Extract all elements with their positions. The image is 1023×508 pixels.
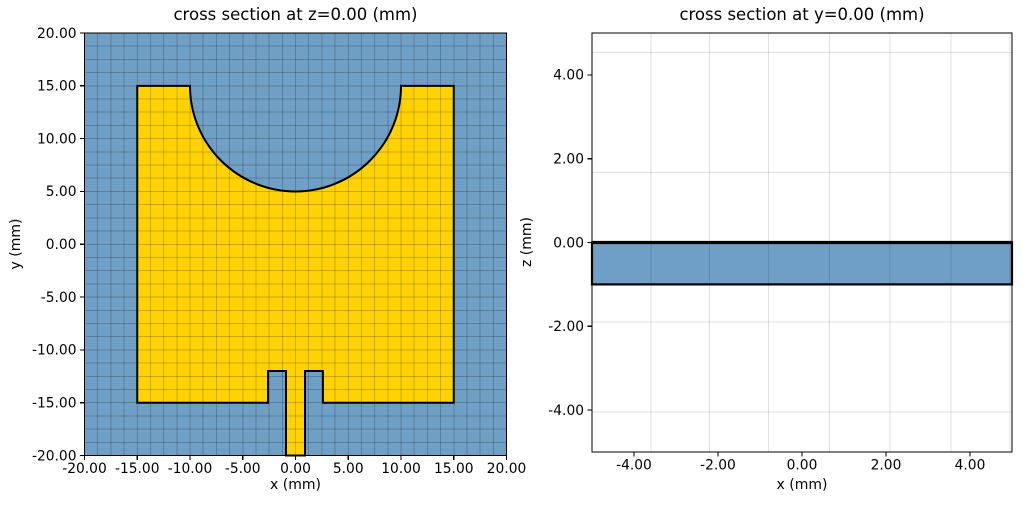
right-chart-ylabel: z (mm) <box>519 217 535 267</box>
x-tick-label: -10.00 <box>168 461 212 477</box>
x-tick-label: 0.00 <box>280 461 311 477</box>
y-tick-label: 0.00 <box>553 235 584 251</box>
x-tick-label: 15.00 <box>434 461 474 477</box>
y-tick-label: 10.00 <box>37 131 77 147</box>
x-tick-label: 5.00 <box>333 461 364 477</box>
y-tick-label: 0.00 <box>46 237 77 253</box>
x-tick-label: -4.00 <box>616 458 652 474</box>
right-chart-xlabel: x (mm) <box>776 477 828 493</box>
y-tick-label: 4.00 <box>553 68 584 84</box>
y-tick-label: -20.00 <box>32 448 76 464</box>
left-chart-xlabel: x (mm) <box>270 477 321 493</box>
x-tick-label: -20.00 <box>62 461 106 477</box>
x-tick-label: 2.00 <box>871 458 902 474</box>
x-tick-label: -2.00 <box>700 458 736 474</box>
x-tick-label: 4.00 <box>955 458 986 474</box>
x-tick-label: 20.00 <box>487 461 527 477</box>
x-tick-label: -15.00 <box>115 461 159 477</box>
y-tick-label: -10.00 <box>32 343 76 359</box>
right-chart-title: cross section at y=0.00 (mm) <box>679 5 925 24</box>
y-tick-label: 20.00 <box>37 26 77 42</box>
substrate-band <box>590 241 1014 286</box>
y-tick-label: -4.00 <box>548 403 584 419</box>
y-tick-label: -5.00 <box>41 290 77 306</box>
y-tick-label: 5.00 <box>46 184 77 200</box>
y-tick-label: -2.00 <box>548 319 584 335</box>
y-tick-label: 2.00 <box>553 152 584 168</box>
y-tick-label: 15.00 <box>37 79 77 95</box>
left-chart-ylabel: y (mm) <box>8 218 24 270</box>
patch-metal <box>136 84 455 457</box>
y-tick-label: -15.00 <box>32 395 76 411</box>
x-tick-label: 10.00 <box>381 461 421 477</box>
left-chart-title: cross section at z=0.00 (mm) <box>173 5 418 24</box>
x-tick-label: -5.00 <box>225 461 261 477</box>
x-tick-label: 0.00 <box>787 458 818 474</box>
